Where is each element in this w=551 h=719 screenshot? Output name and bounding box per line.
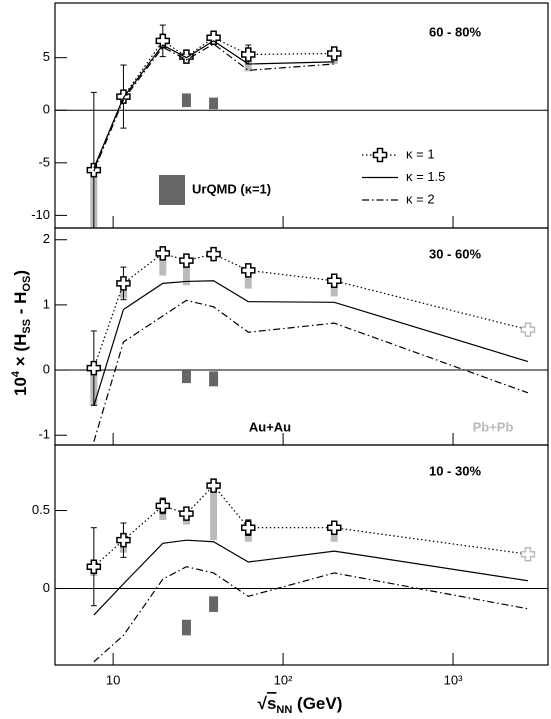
x-tick-label: 10 <box>106 672 120 687</box>
legend-label: UrQMD (κ=1) <box>192 181 271 196</box>
x-title-part: NN <box>276 704 292 716</box>
series-line <box>93 40 335 169</box>
x-tick-label: 10² <box>274 672 293 687</box>
y-tick-label: -1 <box>38 427 50 442</box>
marker <box>326 46 342 61</box>
urqmd-bar <box>209 371 219 387</box>
x-axis-title: √sNN (GeV) <box>258 694 343 715</box>
marker <box>206 246 221 262</box>
y-tick-label: 5 <box>43 49 50 64</box>
urqmd-bar <box>209 596 219 612</box>
x-title-part: √ <box>258 694 268 713</box>
systematic-bar <box>210 485 218 541</box>
panel-label: 30 - 60% <box>429 246 481 261</box>
legend-label: κ = 1.5 <box>406 169 445 184</box>
y-tick-label: 1 <box>43 296 50 311</box>
y-title-part: 4 <box>10 370 22 377</box>
series-line <box>93 566 529 663</box>
urqmd-bar <box>181 370 191 384</box>
y-title-part: ) <box>11 270 30 276</box>
y-tick-label: 0 <box>43 580 50 595</box>
series-line <box>93 484 529 568</box>
marker <box>86 360 102 376</box>
x-title-part: s <box>267 694 276 713</box>
y-tick-label: 0.5 <box>32 502 50 517</box>
y-title-part: × (H <box>11 334 30 371</box>
legend-marker <box>372 147 388 163</box>
marker <box>326 273 342 289</box>
marker <box>241 263 256 278</box>
series-line <box>93 539 529 616</box>
marker <box>116 276 131 291</box>
y-tick-label: -5 <box>38 154 50 169</box>
marker <box>520 546 536 562</box>
marker <box>155 33 171 49</box>
y-tick-label: 0 <box>43 361 50 376</box>
y-title-part: SS <box>21 319 33 334</box>
annotation: Au+Au <box>249 419 291 434</box>
urqmd-bar <box>181 619 191 636</box>
series-line <box>93 252 529 369</box>
x-tick-label: 10³ <box>444 672 463 687</box>
panel-frame <box>54 444 549 666</box>
marker <box>241 47 256 62</box>
urqmd-bar <box>181 93 191 108</box>
marker <box>520 322 536 337</box>
systematic-bar <box>330 280 338 297</box>
y-axis-title: 104 × (HSS - HOS) <box>10 270 33 396</box>
x-title-part: (GeV) <box>292 694 342 713</box>
marker <box>86 559 102 574</box>
series-line <box>93 299 529 442</box>
legend-label: κ = 1 <box>406 146 435 161</box>
y-title-part: 10 <box>11 377 30 396</box>
marker <box>206 478 221 493</box>
y-tick-label: -10 <box>31 207 50 222</box>
marker <box>241 520 256 535</box>
y-tick-label: 0 <box>43 102 50 117</box>
y-title-part: - H <box>11 292 30 319</box>
y-tick-label: 2 <box>43 231 50 246</box>
panel-label: 60 - 80% <box>429 24 481 39</box>
panel-label: 10 - 30% <box>429 463 481 478</box>
systematic-bar <box>182 260 190 286</box>
urqmd-bar <box>209 97 219 110</box>
marker <box>326 520 342 535</box>
legend-label: κ = 2 <box>406 191 435 206</box>
marker <box>206 30 221 45</box>
marker <box>155 498 171 514</box>
systematic-bar <box>244 270 252 289</box>
series-line <box>93 43 335 172</box>
y-title-part: OS <box>21 276 33 292</box>
marker <box>116 532 131 548</box>
series-line <box>93 280 529 407</box>
annotation: Pb+Pb <box>473 419 514 434</box>
systematic-bar <box>159 253 167 276</box>
marker <box>179 506 194 521</box>
marker <box>155 246 171 261</box>
legend-urqmd <box>159 175 185 205</box>
marker <box>179 253 194 268</box>
